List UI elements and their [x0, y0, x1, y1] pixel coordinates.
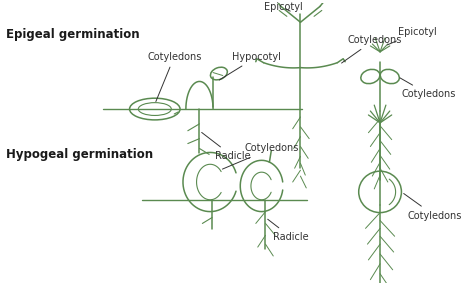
Text: Cotyledons: Cotyledons [404, 193, 462, 221]
Text: Hypogeal germination: Hypogeal germination [6, 149, 154, 162]
Text: Cotyledons: Cotyledons [222, 143, 299, 169]
Text: Epicotyl: Epicotyl [264, 3, 302, 12]
Text: Radicle: Radicle [268, 219, 309, 242]
Text: Cotyledons: Cotyledons [147, 52, 201, 102]
Text: Hypocotyl: Hypocotyl [219, 52, 282, 80]
Text: Radicle: Radicle [201, 132, 251, 161]
Text: Epigeal germination: Epigeal germination [6, 28, 140, 41]
Text: Cotyledons: Cotyledons [342, 35, 401, 63]
Text: Cotyledons: Cotyledons [400, 78, 456, 99]
Text: Epicotyl: Epicotyl [387, 27, 436, 45]
